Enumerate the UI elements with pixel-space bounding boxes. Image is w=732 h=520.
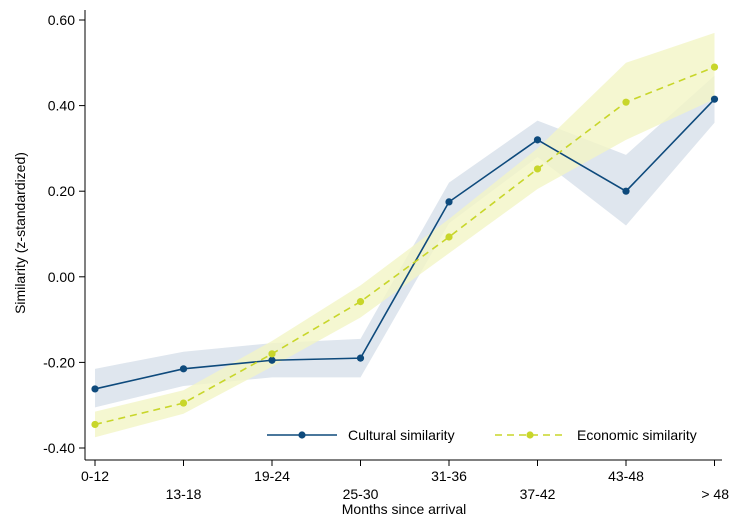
data-point-economic — [356, 298, 365, 306]
legend-label-economic: Economic similarity — [577, 427, 697, 443]
data-point-cultural — [91, 385, 99, 393]
legend-label-cultural: Cultural similarity — [348, 427, 455, 443]
x-tick-label: 31-36 — [431, 468, 467, 484]
ci-band-economic — [95, 32, 715, 438]
x-tick-label: 25-30 — [343, 486, 379, 502]
y-tick-label: -0.40 — [43, 440, 75, 456]
data-point-cultural — [622, 187, 630, 195]
series-line-economic — [94, 66, 715, 426]
confidence-bands — [95, 32, 715, 438]
x-tick-label: 43-48 — [608, 468, 644, 484]
data-point-economic — [179, 399, 188, 407]
x-tick-label: 37-42 — [520, 486, 556, 502]
y-axis-label: Similarity (z-standardized) — [12, 152, 28, 314]
data-point-cultural — [356, 354, 365, 362]
data-point-cultural — [268, 356, 276, 364]
legend: Cultural similarity Economic similarity — [267, 427, 697, 443]
data-point-cultural — [533, 136, 542, 144]
data-point-economic — [268, 350, 276, 358]
y-tick-label: 0.00 — [48, 269, 75, 285]
x-tick-label: > 48 — [701, 486, 729, 502]
series-points — [91, 63, 719, 429]
y-tick-label: -0.20 — [43, 354, 75, 370]
x-tick-label: 19-24 — [254, 468, 290, 484]
axes — [84, 10, 722, 461]
data-point-cultural — [710, 95, 719, 103]
y-tick-label: 0.40 — [48, 98, 75, 114]
data-point-economic — [533, 165, 542, 173]
x-tick-label: 0-12 — [81, 468, 109, 484]
data-point-cultural — [445, 198, 453, 206]
x-tick-label: 13-18 — [166, 486, 202, 502]
data-point-economic — [91, 420, 99, 429]
y-tick-label: 0.60 — [48, 12, 75, 28]
data-point-economic — [445, 233, 453, 241]
x-axis-label: Months since arrival — [342, 501, 467, 517]
y-ticks: -0.40 -0.20 0.00 0.20 0.40 0.60 — [43, 12, 85, 456]
data-point-cultural — [179, 365, 188, 373]
legend-marker-cultural — [298, 431, 306, 439]
legend-marker-economic — [526, 431, 534, 439]
data-point-economic — [622, 98, 630, 106]
data-point-economic — [710, 63, 719, 71]
series-lines — [94, 66, 716, 426]
x-ticks: 0-12 13-18 19-24 25-30 31-36 37-42 43-48 > 48 — [81, 460, 729, 502]
series-line-cultural — [94, 98, 716, 390]
y-tick-label: 0.20 — [48, 183, 75, 199]
